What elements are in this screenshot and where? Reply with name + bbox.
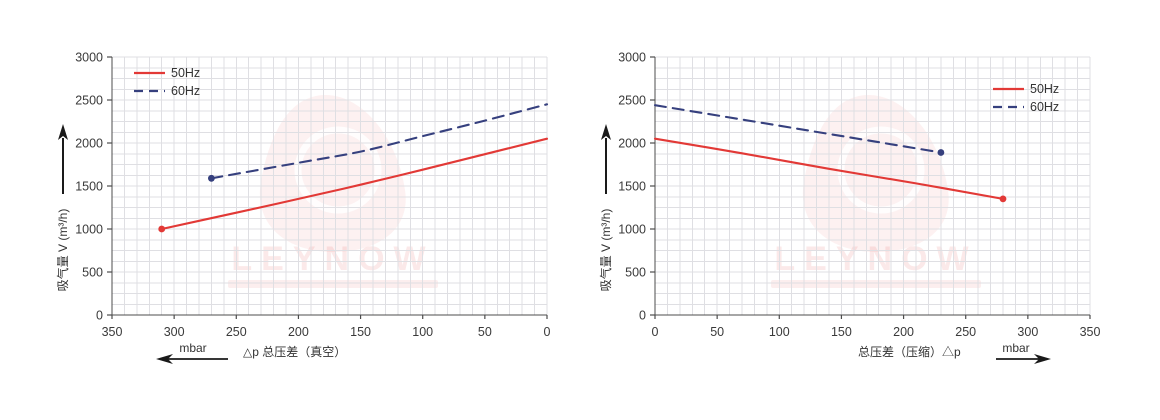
watermark-left: LEYNOW [228, 94, 438, 288]
y-tick-label: 500 [625, 266, 646, 280]
y-axis-title: 吸气量 V (m³/h) [55, 209, 70, 292]
series-60hz-endpoint-dot [937, 149, 945, 156]
y-tick-label: 1500 [618, 180, 646, 194]
grid-lines [112, 56, 548, 316]
plot-area-vacuum: 350 300 250 200 150 100 50 00500100015002000250… [75, 51, 550, 340]
series-50hz-line [160, 137, 549, 231]
y-tick-label: 1000 [75, 223, 103, 237]
x-axis-direction-arrow-head [1034, 354, 1051, 364]
y-tick-label: 3000 [618, 51, 646, 65]
legend-right-chart: 50Hz 60Hz [993, 82, 1059, 114]
watermark-right: LEYNOW [771, 94, 981, 288]
y-tick-label: 2500 [618, 94, 646, 108]
x-tick-label: 250 [226, 325, 247, 339]
x-tick-label: 250 [955, 325, 976, 339]
x-tick-label: 300 [164, 325, 185, 339]
series-50hz-line [653, 137, 1005, 200]
x-tick-label: 150 [831, 325, 852, 339]
watermark-tagline-strip [771, 280, 981, 288]
series-60hz-line [210, 103, 549, 180]
y-tick-label: 1000 [618, 223, 646, 237]
x-tick-label: 200 [893, 325, 914, 339]
x-tick-label: 350 [102, 325, 123, 339]
y-tick-label: 0 [639, 309, 646, 323]
y-tick-label: 1500 [75, 180, 103, 194]
watermark-logo-blob [259, 94, 406, 252]
x-axis-direction-arrow-head [156, 354, 173, 364]
series-50hz-endpoint-dot [999, 195, 1007, 203]
legend-60hz-label: 60Hz [1030, 100, 1059, 114]
y-axis-arrow-head [601, 124, 611, 140]
watermark-logo-blob [802, 94, 949, 252]
y-tick-label: 0 [96, 309, 103, 323]
legend-60hz-label: 60Hz [171, 84, 200, 98]
y-tick-label: 2500 [75, 94, 103, 108]
grid-lines [655, 56, 1091, 316]
plot-area-compression: 0 50 100 150 200 250 300 350 0 500 1000 1500 2000 250… [618, 51, 1100, 340]
y-axis-label-left: 吸气量 V (m³/h) [55, 124, 70, 291]
x-axis-label-left: mbar △p 总压差（真空） [156, 341, 346, 364]
x-tick-label: 0 [652, 325, 659, 339]
x-axis-label-right: 总压差（压缩）△p mbar [858, 341, 1051, 364]
series-50hz-endpoint-dot [158, 225, 166, 233]
x-tick-label: 350 [1080, 325, 1101, 339]
y-tick-label: 3000 [75, 51, 103, 65]
x-axis-title: 总压差（压缩）△p [858, 344, 961, 359]
series-60hz-line [653, 104, 942, 154]
y-tick-label: 2000 [618, 137, 646, 151]
x-tick-label: 0 [544, 325, 551, 339]
x-tick-label: 150 [350, 325, 371, 339]
x-tick-label: 50 [710, 325, 724, 339]
series-60hz-endpoint-dot [208, 174, 215, 182]
y-axis-arrow-head [58, 124, 68, 140]
legend-50hz-label: 50Hz [171, 66, 200, 80]
y-axis-title: 吸气量 V (m³/h) [598, 209, 613, 292]
x-tick-label: 100 [412, 325, 433, 339]
x-tick-label: 200 [288, 325, 309, 339]
x-tick-label: 50 [478, 325, 492, 339]
x-axis-unit: mbar [179, 341, 206, 355]
legend-50hz-label: 50Hz [1030, 82, 1059, 96]
x-axis-title: △p 总压差（真空） [243, 345, 346, 359]
watermark-tagline-strip [228, 280, 438, 288]
x-tick-label: 100 [769, 325, 790, 339]
legend-left-chart: 50Hz 60Hz [134, 66, 200, 98]
y-tick-label: 500 [82, 266, 103, 280]
x-axis-unit: mbar [1002, 341, 1029, 355]
y-tick-label: 2000 [75, 137, 103, 151]
y-axis-label-right: 吸气量 V (m³/h) [598, 124, 613, 291]
x-tick-label: 300 [1017, 325, 1038, 339]
